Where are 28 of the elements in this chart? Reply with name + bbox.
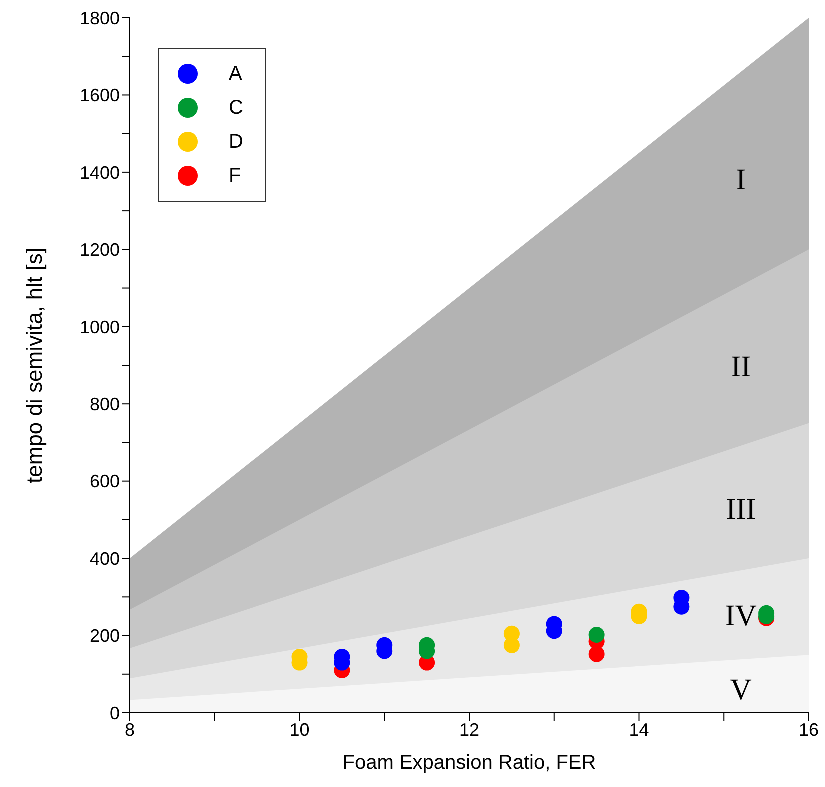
y-tick-label: 1600 (80, 86, 120, 106)
x-axis-title: Foam Expansion Ratio, FER (342, 752, 596, 774)
annotation: V (730, 674, 752, 707)
annotation: II (731, 350, 752, 384)
x-tick-label: 14 (629, 720, 650, 740)
y-tick-label: 800 (90, 394, 120, 414)
y-tick-label: 1200 (80, 240, 120, 260)
annotation: I (736, 164, 746, 197)
y-tick-label: 200 (90, 626, 120, 646)
y-tick-label: 1000 (80, 317, 120, 338)
x-tick-label: 8 (124, 720, 136, 740)
legend-label: F (229, 164, 242, 188)
point (588, 627, 605, 644)
x-tick-label: 16 (798, 720, 820, 740)
annotation: III (726, 492, 756, 526)
y-tick-label: 1800 (80, 8, 120, 28)
legend-label: D (229, 130, 244, 154)
legend-label: A (229, 62, 242, 86)
point (588, 646, 605, 662)
legend-label: C (229, 96, 244, 120)
annotation: IV (725, 600, 758, 633)
x-tick-label: 10 (290, 720, 310, 740)
y-tick-label: 1400 (80, 162, 120, 183)
y-axis-title: tempo di semivita, hlt [s] (22, 248, 47, 484)
y-tick-label: 600 (90, 472, 120, 492)
x-tick-label: 12 (459, 720, 480, 740)
y-tick-label: 0 (110, 703, 120, 724)
y-tick-label: 400 (90, 548, 120, 569)
